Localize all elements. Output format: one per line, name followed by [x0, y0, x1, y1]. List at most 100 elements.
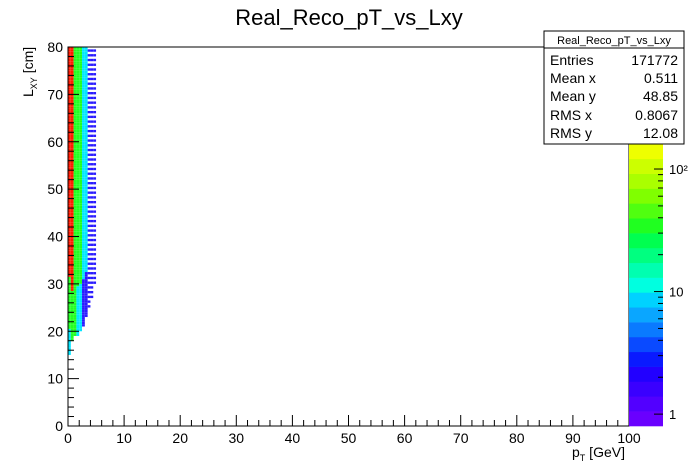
heatmap-cell: [68, 153, 71, 156]
heatmap-cell: [79, 125, 83, 128]
heatmap-cell: [82, 141, 85, 145]
heatmap-cell: [70, 290, 74, 294]
heatmap-cell: [76, 87, 80, 90]
heatmap-cell: [70, 255, 74, 258]
heatmap-cell: [76, 217, 80, 220]
heatmap-cell: [79, 82, 83, 85]
heatmap-cell: [68, 222, 71, 225]
heatmap-cell: [73, 191, 77, 194]
heatmap-cell: [84, 248, 88, 251]
heatmap-cell: [82, 276, 85, 280]
heatmap-cell: [82, 264, 85, 268]
heatmap-cell: [76, 267, 80, 270]
heatmap-cell: [76, 321, 80, 325]
heatmap-cell: [70, 279, 74, 282]
heatmap-cell: [76, 110, 80, 114]
heatmap-cell: [68, 174, 71, 178]
heatmap-cell: [93, 82, 97, 85]
heatmap-cell: [79, 319, 83, 322]
heatmap-cell: [73, 331, 77, 334]
stats-entries-label: Entries: [550, 52, 594, 68]
heatmap-cell: [93, 215, 97, 218]
heatmap-cell: [87, 281, 91, 284]
heatmap-cell: [70, 288, 74, 291]
heatmap-cell: [82, 317, 85, 320]
heatmap-cell: [84, 92, 88, 95]
heatmap-cell: [93, 191, 97, 194]
heatmap-cell: [76, 65, 80, 69]
heatmap-cell: [79, 262, 83, 265]
heatmap-cell: [76, 241, 80, 244]
heatmap-cell: [73, 184, 77, 187]
heatmap-cell: [68, 146, 71, 149]
heatmap-cell: [87, 158, 91, 161]
heatmap-cell: [84, 243, 88, 246]
heatmap-cell: [70, 331, 74, 334]
heatmap-cell: [70, 110, 74, 114]
heatmap-cell: [84, 245, 88, 249]
heatmap-cell: [73, 333, 77, 336]
heatmap-cell: [73, 298, 77, 301]
heatmap-cell: [76, 186, 80, 190]
heatmap-cell: [93, 248, 97, 251]
heatmap-cell: [73, 99, 77, 102]
heatmap-cell: [90, 267, 94, 270]
heatmap-cell: [68, 326, 71, 329]
heatmap-cell: [70, 75, 74, 78]
heatmap-cell: [76, 309, 80, 313]
heatmap-cell: [73, 113, 77, 116]
heatmap-cell: [68, 193, 71, 197]
heatmap-cell: [93, 153, 97, 156]
heatmap-cell: [70, 84, 74, 88]
heatmap-cell: [87, 210, 91, 213]
heatmap-cell: [82, 298, 85, 301]
heatmap-cell: [90, 290, 94, 294]
heatmap-cell: [68, 279, 71, 282]
heatmap-cell: [70, 243, 74, 246]
heatmap-cell: [68, 182, 71, 185]
heatmap-cell: [82, 92, 85, 95]
heatmap-cell: [68, 198, 71, 201]
heatmap-cell: [84, 134, 88, 138]
y-tick-label: 0: [55, 418, 63, 434]
heatmap-cell: [76, 108, 80, 111]
heatmap-cell: [84, 58, 88, 62]
heatmap-cell: [68, 177, 71, 180]
heatmap-cell: [82, 172, 85, 175]
heatmap-cell: [76, 47, 80, 50]
heatmap-cell: [76, 279, 80, 282]
heatmap-cell: [68, 208, 71, 211]
heatmap-cell: [87, 153, 91, 156]
heatmap-cell: [76, 77, 80, 81]
heatmap-cell: [79, 54, 83, 57]
heatmap-cell: [84, 269, 88, 273]
palette-band: [629, 188, 663, 204]
heatmap-cell: [84, 217, 88, 220]
heatmap-cell: [68, 73, 71, 76]
heatmap-cell: [79, 103, 83, 107]
heatmap-cell: [68, 262, 71, 265]
heatmap-cell: [70, 132, 74, 135]
heatmap-cell: [76, 179, 80, 183]
heatmap-cell: [73, 208, 77, 211]
heatmap-cell: [76, 73, 80, 76]
heatmap-cell: [73, 82, 77, 85]
heatmap-cell: [68, 103, 71, 107]
heatmap-cell: [70, 317, 74, 320]
heatmap-cell: [76, 144, 80, 147]
heatmap-cell: [79, 276, 83, 280]
heatmap-cell: [73, 276, 77, 280]
heatmap-cell: [73, 234, 77, 237]
heatmap-cell: [84, 141, 88, 145]
heatmap-cell: [68, 179, 71, 183]
heatmap-cell: [76, 250, 80, 254]
heatmap-cell: [70, 219, 74, 223]
heatmap-cell: [79, 302, 83, 306]
heatmap-cell: [93, 144, 97, 147]
heatmap-cell: [87, 87, 91, 90]
heatmap-cell: [76, 61, 80, 64]
heatmap-cell: [84, 224, 88, 228]
heatmap-cell: [73, 290, 77, 294]
heatmap-cell: [82, 238, 85, 242]
heatmap-cell: [82, 103, 85, 107]
